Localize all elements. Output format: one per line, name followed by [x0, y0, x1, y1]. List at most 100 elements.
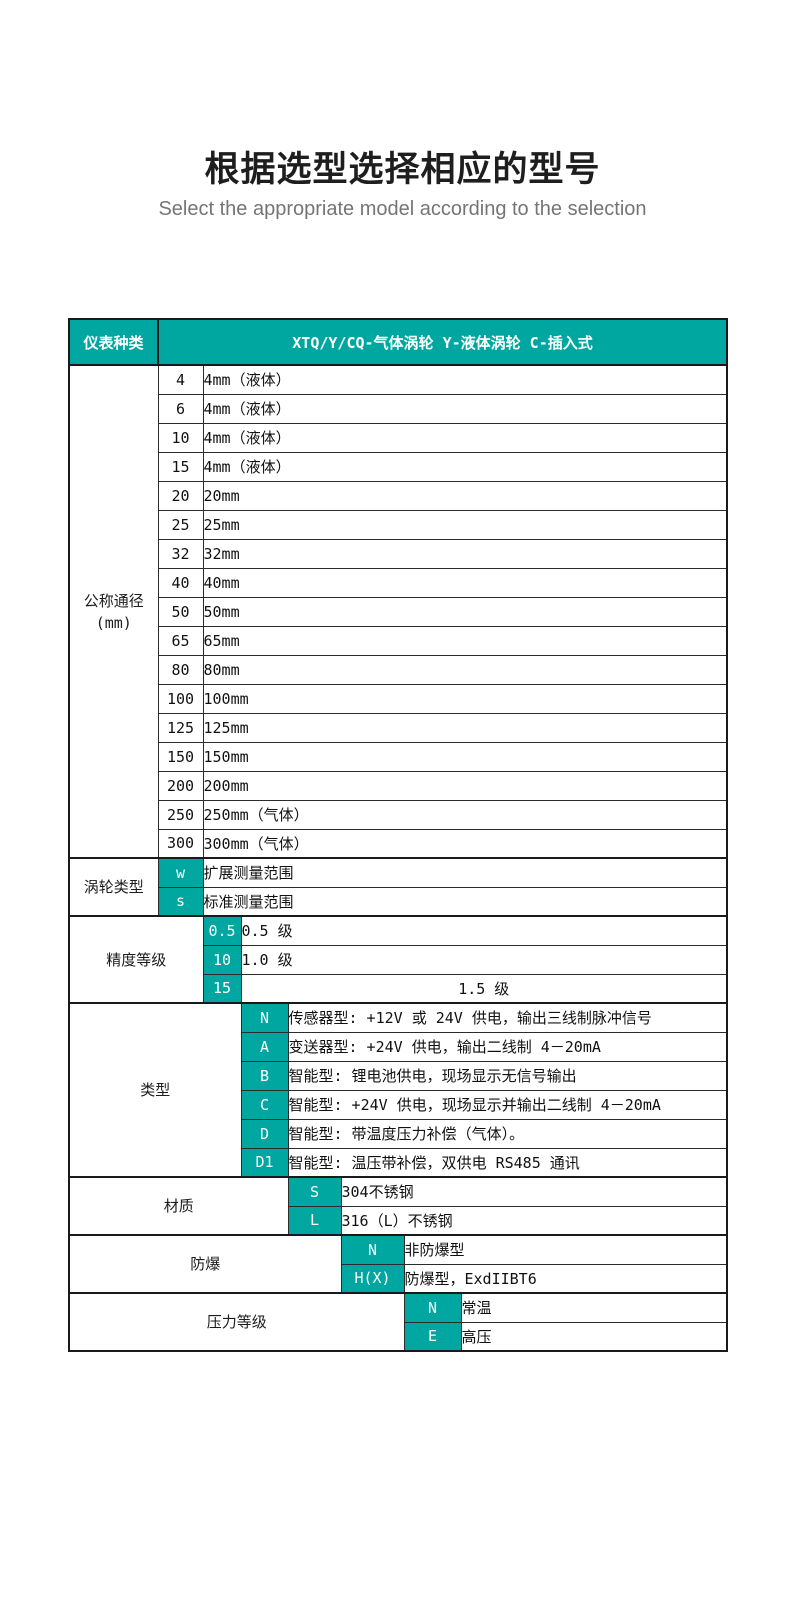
nominal-diameter-code-250: 250	[157, 799, 204, 830]
nominal-diameter-row: 300 300mm（气体）	[69, 828, 728, 859]
nominal-diameter-description: 20mm	[202, 480, 728, 511]
explosion-proof-code-N: N	[340, 1234, 405, 1265]
material-label: 材质	[68, 1176, 289, 1236]
page-title: 根据选型选择相应的型号	[204, 150, 601, 189]
nominal-diameter-code-125: 125	[157, 712, 204, 743]
explosion-proof-code-H(X): H(X)	[340, 1263, 405, 1294]
nominal-diameter-code-80: 80	[157, 654, 204, 685]
turbine-type-row: s 标准测量范围	[69, 886, 728, 917]
nominal-diameter-description: 300mm（气体）	[202, 828, 728, 859]
accuracy-class-label: 精度等级	[68, 915, 204, 1004]
nominal-diameter-row: 65 65mm	[69, 625, 728, 656]
nominal-diameter-description: 25mm	[202, 509, 728, 540]
turbine-type-description: 扩展测量范围	[202, 857, 728, 888]
type-description: 智能型: +24V 供电，现场显示并输出二线制 4－20mA	[287, 1089, 728, 1120]
nominal-diameter-description: 4mm（液体）	[202, 393, 728, 424]
accuracy-class-description: 1.5 级	[240, 973, 728, 1004]
nominal-diameter-row: 25 25mm	[69, 509, 728, 540]
nominal-diameter-row: 20 20mm	[69, 480, 728, 511]
accuracy-class-code-10: 10	[202, 944, 242, 975]
pressure-class-row: 压力等级 N 常温	[68, 1292, 728, 1352]
explosion-proof-row: H(X) 防爆型，ExdIIBT6	[69, 1263, 728, 1294]
nominal-diameter-row: 250 250mm（气体）	[69, 799, 728, 830]
nominal-diameter-description: 50mm	[202, 596, 728, 627]
nominal-diameter-description: 200mm	[202, 770, 728, 801]
nominal-diameter-row: 125 125mm	[69, 712, 728, 743]
page: 根据选型选择相应的型号 Select the appropriate model…	[68, 150, 728, 1352]
nominal-diameter-code-32: 32	[157, 538, 204, 569]
type-description: 传感器型: +12V 或 24V 供电，输出三线制脉冲信号	[287, 1002, 728, 1033]
explosion-proof-description: 防爆型，ExdIIBT6	[403, 1263, 728, 1294]
type-row: D 智能型: 带温度压力补偿（气体）。	[69, 1118, 728, 1149]
accuracy-class-description: 0.5 级	[240, 915, 728, 946]
nominal-diameter-row: 6 4mm（液体）	[69, 393, 728, 424]
nominal-diameter-description: 150mm	[202, 741, 728, 772]
type-row: B 智能型: 锂电池供电，现场显示无信号输出	[69, 1060, 728, 1091]
nominal-diameter-row: 200 200mm	[69, 770, 728, 801]
nominal-diameter-code-15: 15	[157, 451, 204, 482]
pressure-class-description: 高压	[460, 1321, 728, 1352]
table-header-models: XTQ/Y/CQ-气体涡轮 Y-液体涡轮 C-插入式	[157, 318, 728, 366]
nominal-diameter-code-40: 40	[157, 567, 204, 598]
nominal-diameter-code-25: 25	[157, 509, 204, 540]
nominal-diameter-code-150: 150	[157, 741, 204, 772]
nominal-diameter-row: 40 40mm	[69, 567, 728, 598]
nominal-diameter-code-10: 10	[157, 422, 204, 453]
type-code-N: N	[240, 1002, 289, 1033]
nominal-diameter-code-300: 300	[157, 828, 204, 859]
type-code-A: A	[240, 1031, 289, 1062]
nominal-diameter-row: 15 4mm（液体）	[69, 451, 728, 482]
pressure-class-code-E: E	[403, 1321, 462, 1352]
type-code-D: D	[240, 1118, 289, 1149]
material-description: 316（L）不锈钢	[340, 1205, 728, 1236]
type-description: 智能型: 带温度压力补偿（气体）。	[287, 1118, 728, 1149]
material-code-L: L	[287, 1205, 342, 1236]
type-row: A 变送器型: +24V 供电，输出二线制 4－20mA	[69, 1031, 728, 1062]
type-row: 类型 N 传感器型: +12V 或 24V 供电，输出三线制脉冲信号	[68, 1002, 728, 1178]
nominal-diameter-description: 100mm	[202, 683, 728, 714]
pressure-class-label: 压力等级	[68, 1292, 405, 1352]
model-selection-table: 仪表种类 XTQ/Y/CQ-气体涡轮 Y-液体涡轮 C-插入式 公称通径 (mm)…	[68, 318, 728, 1352]
nominal-diameter-description: 4mm（液体）	[202, 451, 728, 482]
material-code-S: S	[287, 1176, 342, 1207]
nominal-diameter-description: 4mm（液体）	[202, 364, 728, 395]
turbine-type-row: 涡轮类型 w 扩展测量范围	[68, 857, 728, 917]
nominal-diameter-code-65: 65	[157, 625, 204, 656]
nominal-diameter-row: 100 100mm	[69, 683, 728, 714]
type-row: C 智能型: +24V 供电，现场显示并输出二线制 4－20mA	[69, 1089, 728, 1120]
nominal-diameter-row: 150 150mm	[69, 741, 728, 772]
accuracy-class-row: 精度等级 0.5 0.5 级	[68, 915, 728, 1004]
nominal-diameter-code-4: 4	[157, 364, 204, 395]
page-subtitle: Select the appropriate model according t…	[158, 198, 647, 220]
nominal-diameter-description: 32mm	[202, 538, 728, 569]
nominal-diameter-description: 80mm	[202, 654, 728, 685]
nominal-diameter-label: 公称通径 (mm)	[68, 364, 159, 859]
explosion-proof-description: 非防爆型	[403, 1234, 728, 1265]
table-header-category: 仪表种类	[68, 318, 159, 366]
material-row: L 316（L）不锈钢	[69, 1205, 728, 1236]
type-label: 类型	[68, 1002, 242, 1178]
pressure-class-row: E 高压	[69, 1321, 728, 1352]
nominal-diameter-row: 32 32mm	[69, 538, 728, 569]
nominal-diameter-description: 125mm	[202, 712, 728, 743]
type-description: 变送器型: +24V 供电，输出二线制 4－20mA	[287, 1031, 728, 1062]
nominal-diameter-code-100: 100	[157, 683, 204, 714]
material-description: 304不锈钢	[340, 1176, 728, 1207]
turbine-type-code-s: s	[157, 886, 204, 917]
turbine-type-code-w: w	[157, 857, 204, 888]
type-code-C: C	[240, 1089, 289, 1120]
turbine-type-label: 涡轮类型	[68, 857, 159, 917]
type-row: D1 智能型: 温压带补偿，双供电 RS485 通讯	[69, 1147, 728, 1178]
turbine-type-description: 标准测量范围	[202, 886, 728, 917]
pressure-class-description: 常温	[460, 1292, 728, 1323]
nominal-diameter-code-50: 50	[157, 596, 204, 627]
nominal-diameter-row: 50 50mm	[69, 596, 728, 627]
accuracy-class-description: 1.0 级	[240, 944, 728, 975]
nominal-diameter-code-6: 6	[157, 393, 204, 424]
nominal-diameter-row: 10 4mm（液体）	[69, 422, 728, 453]
material-row: 材质 S 304不锈钢	[68, 1176, 728, 1236]
table-header-row: 仪表种类 XTQ/Y/CQ-气体涡轮 Y-液体涡轮 C-插入式	[68, 318, 728, 366]
accuracy-class-row: 15 1.5 级	[69, 973, 728, 1004]
nominal-diameter-description: 65mm	[202, 625, 728, 656]
nominal-diameter-row: 80 80mm	[69, 654, 728, 685]
